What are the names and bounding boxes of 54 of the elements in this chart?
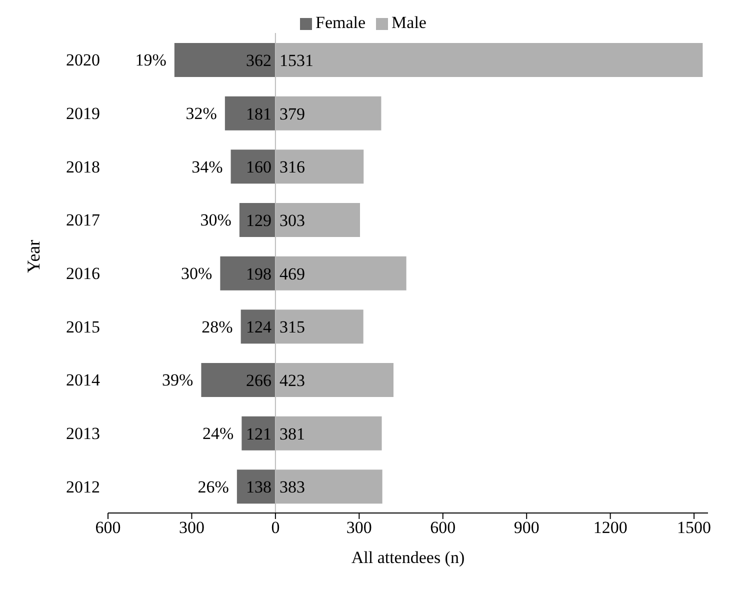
- x-tick-label: 1200: [593, 518, 628, 538]
- data-label: 129: [246, 210, 272, 230]
- data-label: 1531: [279, 50, 314, 70]
- bar: [224, 96, 276, 130]
- x-tick-label: 0: [271, 518, 280, 538]
- bar: [242, 416, 276, 450]
- data-label: 383: [279, 478, 305, 497]
- y-tick-label: 2013: [66, 424, 100, 444]
- annotation: 19%: [135, 50, 166, 70]
- bar: [201, 363, 276, 397]
- data-label: 138: [246, 478, 272, 497]
- y-tick-label: 2018: [66, 157, 100, 176]
- y-tick-label: 2020: [66, 50, 100, 70]
- x-axis-title: All attendees (n): [351, 548, 465, 567]
- x-tick-label: 300: [346, 518, 372, 538]
- y-tick-label: 2017: [66, 210, 100, 230]
- annotation: 24%: [202, 424, 234, 443]
- annotation: 39%: [162, 370, 194, 390]
- data-label: 121: [246, 424, 272, 444]
- data-label: 381: [279, 424, 305, 444]
- x-tick-label: 300: [178, 518, 204, 538]
- y-tick-label: 2016: [66, 264, 100, 284]
- data-label: 160: [246, 158, 272, 177]
- bar: [230, 150, 276, 184]
- bar: [174, 43, 276, 77]
- annotation: 32%: [186, 104, 217, 123]
- legend-label: Female: [316, 13, 366, 32]
- annotation: 26%: [198, 477, 229, 496]
- annotation: 34%: [192, 157, 223, 176]
- y-tick-label: 2012: [66, 477, 100, 496]
- data-label: 303: [279, 210, 305, 230]
- data-label: 423: [279, 370, 305, 390]
- data-label: 379: [279, 104, 305, 124]
- x-tick-label: 900: [514, 518, 540, 538]
- x-tick-label: 600: [430, 518, 456, 538]
- data-label: 198: [246, 264, 272, 284]
- data-label: 362: [246, 50, 272, 70]
- annotation: 28%: [202, 317, 233, 336]
- y-tick-label: 2014: [66, 370, 100, 390]
- annotation: 30%: [181, 264, 212, 283]
- data-label: 181: [246, 104, 272, 124]
- x-tick-label: 1500: [677, 518, 712, 538]
- x-tick-label: 600: [95, 518, 121, 538]
- y-axis-title: Year: [23, 240, 44, 273]
- data-label: 266: [246, 370, 272, 390]
- legend-label: Male: [392, 13, 426, 32]
- bar: [220, 256, 276, 290]
- data-label: 469: [279, 264, 305, 284]
- data-label: 124: [246, 318, 272, 337]
- y-tick-label: 2015: [66, 317, 100, 336]
- data-label: 315: [279, 318, 305, 337]
- data-label: 316: [279, 158, 305, 177]
- y-tick-label: 2019: [66, 104, 100, 124]
- annotation: 30%: [200, 210, 232, 230]
